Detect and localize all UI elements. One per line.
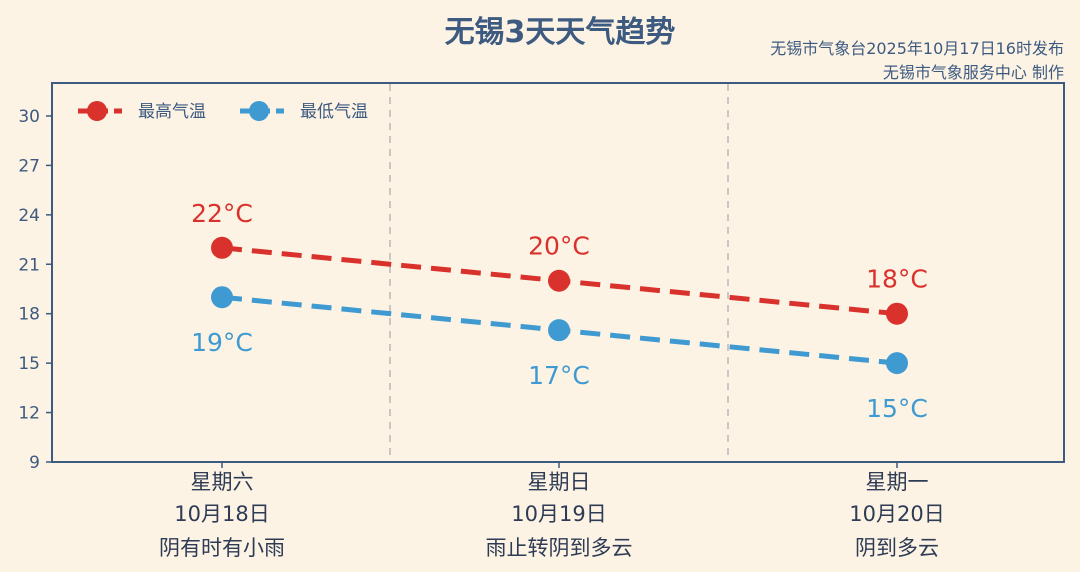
data-label-low: 19°C xyxy=(191,328,253,357)
legend-marker-low xyxy=(249,101,269,121)
data-point-high xyxy=(211,236,233,259)
data-label-low: 15°C xyxy=(866,394,928,423)
x-label-date: 10月20日 xyxy=(849,502,944,526)
data-label-low: 17°C xyxy=(528,361,590,390)
data-point-high xyxy=(886,302,908,325)
y-tick-label: 24 xyxy=(18,206,40,226)
x-label-weather: 阴有时有小雨 xyxy=(159,536,285,560)
y-tick-label: 12 xyxy=(18,404,40,424)
x-label-weekday: 星期日 xyxy=(528,470,591,494)
data-label-high: 22°C xyxy=(191,199,253,228)
y-tick-label: 15 xyxy=(18,354,40,374)
x-label-date: 10月18日 xyxy=(174,502,269,526)
data-point-low xyxy=(211,286,233,309)
y-tick-label: 21 xyxy=(18,255,40,275)
data-label-high: 20°C xyxy=(528,232,590,261)
data-point-low xyxy=(548,319,570,342)
y-tick-label: 9 xyxy=(29,453,40,473)
data-label-high: 18°C xyxy=(866,265,928,294)
source-line-2: 无锡市气象服务中心 制作 xyxy=(883,63,1064,82)
y-tick-label: 30 xyxy=(18,107,40,127)
y-tick-label: 18 xyxy=(18,305,40,325)
chart-title: 无锡3天天气趋势 xyxy=(445,15,676,50)
legend-marker-high xyxy=(87,101,107,121)
x-label-weekday: 星期一 xyxy=(866,470,929,494)
source-line-1: 无锡市气象台2025年10月17日16时发布 xyxy=(770,39,1064,58)
x-label-date: 10月19日 xyxy=(511,502,606,526)
x-label-weekday: 星期六 xyxy=(191,470,254,494)
legend-label-low: 最低气温 xyxy=(300,102,368,122)
plot-area-frame xyxy=(51,82,1065,463)
legend-label-high: 最高气温 xyxy=(138,102,206,122)
x-label-weather: 雨止转阴到多云 xyxy=(486,536,633,560)
y-tick-label: 27 xyxy=(18,156,40,176)
x-label-weather: 阴到多云 xyxy=(855,536,939,560)
data-point-high xyxy=(548,269,570,292)
data-point-low xyxy=(886,352,908,375)
